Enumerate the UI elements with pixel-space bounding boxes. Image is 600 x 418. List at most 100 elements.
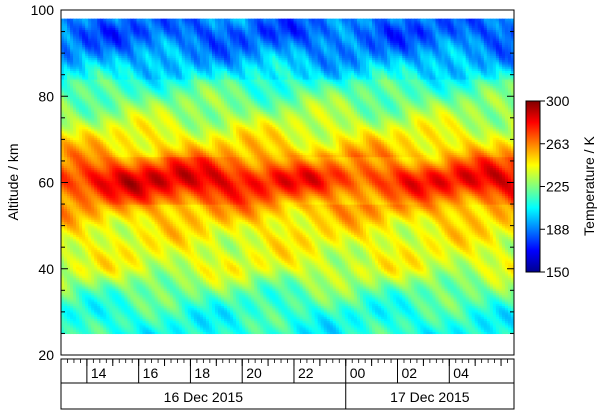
- heatmap-cell: [100, 94, 104, 97]
- heatmap-cell: [88, 329, 92, 332]
- heatmap-cell: [100, 275, 104, 278]
- heatmap-cell: [94, 107, 98, 110]
- heatmap-cell: [73, 122, 77, 125]
- heatmap-cell: [97, 318, 101, 322]
- heatmap-cell: [70, 204, 74, 207]
- heatmap-cell: [70, 253, 74, 257]
- heatmap-cell: [94, 145, 98, 149]
- heatmap-cell: [91, 50, 95, 54]
- heatmap-cell: [76, 249, 80, 253]
- heatmap-cell: [106, 68, 110, 71]
- heatmap-cell: [82, 301, 86, 304]
- heatmap-cell: [103, 109, 107, 112]
- heatmap-cell: [82, 55, 86, 59]
- heatmap-cell: [97, 50, 101, 54]
- heatmap-cell: [103, 91, 107, 95]
- heatmap-cell: [67, 154, 71, 158]
- heatmap-cell: [76, 225, 80, 229]
- heatmap-cell: [70, 98, 74, 102]
- heatmap-cell: [106, 154, 110, 158]
- heatmap-cell: [73, 266, 77, 270]
- heatmap-cell: [106, 204, 110, 207]
- heatmap-cell: [67, 296, 71, 300]
- heatmap-cell: [91, 89, 95, 93]
- heatmap-cell: [67, 102, 71, 106]
- heatmap-cell: [106, 242, 110, 246]
- heatmap-cell: [97, 262, 101, 266]
- heatmap-cell: [76, 301, 80, 304]
- heatmap-cell: [94, 148, 98, 151]
- heatmap-cell: [70, 59, 74, 63]
- heatmap-cell: [73, 126, 77, 130]
- heatmap-cell: [91, 217, 95, 220]
- heatmap-cell: [100, 173, 104, 177]
- heatmap-cell: [94, 281, 98, 285]
- heatmap-cell: [100, 46, 104, 50]
- heatmap-cell: [64, 234, 68, 238]
- heatmap-cell: [109, 48, 113, 52]
- heatmap-cell: [97, 150, 101, 153]
- heatmap-cell: [94, 186, 98, 190]
- heatmap-cell: [79, 83, 83, 87]
- heatmap-cell: [85, 145, 89, 149]
- heatmap-cell: [61, 253, 65, 257]
- heatmap-cell: [76, 197, 80, 201]
- heatmap-cell: [73, 31, 77, 35]
- heatmap-cell: [67, 225, 71, 229]
- heatmap-cell: [106, 79, 110, 82]
- heatmap-cell: [61, 141, 65, 145]
- heatmap-cell: [67, 173, 71, 177]
- heatmap-cell: [103, 206, 107, 209]
- heatmap-cell: [67, 169, 71, 173]
- heatmap-cell: [82, 68, 86, 71]
- heatmap-cell: [67, 178, 71, 181]
- heatmap-cell: [88, 324, 92, 328]
- heatmap-cell: [76, 98, 80, 102]
- heatmap-cell: [115, 322, 119, 326]
- heatmap-cell: [79, 70, 83, 74]
- heatmap-cell: [70, 20, 74, 24]
- heatmap-cell: [61, 305, 65, 309]
- heatmap-cell: [94, 122, 98, 125]
- heatmap-cell: [70, 236, 74, 240]
- heatmap-cell: [61, 29, 65, 33]
- heatmap-cell: [109, 238, 113, 242]
- heatmap-cell: [70, 178, 74, 181]
- heatmap-cell: [73, 305, 77, 309]
- heatmap-cell: [82, 245, 86, 248]
- heatmap-cell: [61, 251, 65, 255]
- heatmap-cell: [61, 240, 65, 244]
- heatmap-cell: [70, 158, 74, 162]
- heatmap-cell: [109, 277, 113, 281]
- heatmap-cell: [94, 223, 98, 227]
- heatmap-cell: [85, 89, 89, 93]
- heatmap-cell: [94, 135, 98, 138]
- heatmap-cell: [106, 176, 110, 179]
- heatmap-cell: [106, 257, 110, 261]
- heatmap-cell: [61, 260, 65, 263]
- heatmap-cell: [103, 309, 107, 313]
- heatmap-cell: [100, 292, 104, 296]
- heatmap-cell: [106, 180, 110, 184]
- heatmap-cell: [97, 294, 101, 298]
- heatmap-cell: [79, 264, 83, 268]
- heatmap-cell: [88, 314, 92, 317]
- heatmap-cell: [76, 96, 80, 100]
- heatmap-cell: [88, 42, 92, 46]
- heatmap-cell: [100, 53, 104, 56]
- heatmap-cell: [103, 311, 107, 315]
- heatmap-cell: [94, 279, 98, 283]
- heatmap-cell: [109, 227, 113, 231]
- heatmap-cell: [94, 160, 98, 164]
- heatmap-cell: [79, 204, 83, 207]
- heatmap-cell: [82, 255, 86, 259]
- heatmap-cell: [64, 115, 68, 119]
- heatmap-cell: [67, 22, 71, 26]
- heatmap-cell: [67, 165, 71, 169]
- heatmap-cell: [70, 137, 74, 140]
- heatmap-cell: [73, 316, 77, 319]
- heatmap-cell: [109, 33, 113, 37]
- heatmap-cell: [100, 281, 104, 285]
- heatmap-cell: [67, 227, 71, 231]
- heatmap-cell: [103, 217, 107, 220]
